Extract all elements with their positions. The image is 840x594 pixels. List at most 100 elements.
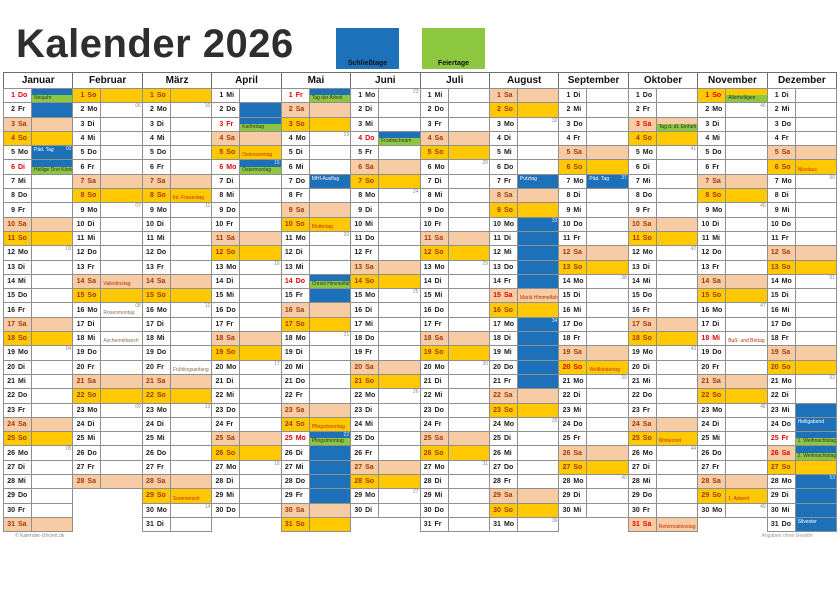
day-content-cell: Winterzeit: [657, 432, 697, 445]
day-content-cell: [449, 318, 489, 331]
day-number: 22: [354, 392, 363, 400]
weekday-label: Do: [295, 378, 306, 386]
day-row: 13 Fr: [72, 259, 143, 275]
day-number: 9: [497, 206, 501, 214]
day-content-cell: Heilige Drei Könige: [32, 160, 73, 174]
day-content-cell: [587, 332, 627, 345]
weekday-label: Do: [642, 192, 653, 200]
day-number: 24: [632, 420, 640, 428]
day-row: 13 Mo 16: [211, 259, 282, 275]
weekday-label: So: [365, 478, 375, 486]
day-number: 15: [215, 292, 224, 300]
day-content-cell: [171, 346, 211, 359]
day-row: 11 Mi: [141, 230, 213, 247]
weekday-label: Di: [156, 420, 164, 428]
week-number: 18: [274, 460, 280, 467]
weekday-label: Di: [642, 363, 650, 371]
day-row: 9 Mo 11: [141, 202, 213, 218]
day-content-cell: [379, 160, 419, 173]
day-label-cell: 6 So: [559, 160, 588, 174]
weekday-label: Mo: [503, 320, 515, 328]
day-label-cell: 24 Sa: [4, 417, 32, 432]
day-content-cell: [171, 289, 211, 302]
day-number: 4: [219, 135, 224, 143]
day-row: 27 Mo 18: [211, 459, 282, 476]
day-content-cell: [517, 374, 559, 389]
day-content-cell: [32, 118, 72, 131]
day-content-cell: [449, 89, 489, 102]
day-label-cell: 5 Mo: [629, 146, 657, 160]
day-number: 9: [288, 206, 293, 214]
weekday-label: Sa: [642, 120, 652, 128]
weekday-label: So: [642, 135, 652, 143]
copyright-link[interactable]: © Kalender-Uhrzeit.de: [15, 533, 65, 539]
day-content-cell: 13: [171, 404, 211, 417]
day-row: 14 Sa: [141, 273, 213, 290]
month-column: August 1 Sa 2 So 3 Mo 32 4 Di 5 Mi 6 Do 7 Fr Putztag 8 Sa 9…: [488, 72, 560, 533]
day-label-cell: 21 Mi: [4, 374, 32, 389]
week-number: 42: [690, 246, 697, 253]
day-number: 30: [215, 506, 224, 514]
day-content-cell: [726, 475, 766, 488]
weekday-label: So: [156, 92, 166, 100]
day-label-cell: 29 Sa: [490, 489, 518, 503]
weekday-label: Sa: [712, 177, 721, 185]
weekday-label: Di: [573, 192, 581, 200]
day-row: 4 Fr: [766, 130, 838, 147]
weekday-label: Mo: [226, 263, 237, 271]
day-row: 15 Mi: [419, 288, 490, 304]
day-label-cell: 30 Fr: [4, 503, 32, 517]
day-row: 26 Fr: [350, 445, 421, 461]
day-content-cell: [587, 146, 627, 159]
weekday-label: Fr: [642, 306, 650, 314]
day-label-cell: 7 Mi: [629, 174, 657, 189]
day-row: 7 Sa: [72, 173, 143, 190]
day-number: 16: [632, 306, 640, 314]
day-content-cell: [587, 160, 627, 173]
day-row: 3 Di: [697, 116, 768, 132]
day-number: 6: [635, 163, 640, 171]
day-row: 2 Sa: [280, 102, 352, 118]
day-content-cell: [517, 246, 559, 260]
holiday-label: Neujahr: [34, 95, 52, 102]
day-label-cell: 21 Di: [421, 374, 449, 389]
observance-label: Reformationstag: [658, 524, 696, 531]
day-row: 3 Di: [141, 116, 213, 132]
holiday-bar: Pfingstmontag: [309, 438, 351, 446]
day-content-cell: Nikolaus: [796, 160, 836, 173]
weekday-label: Mo: [295, 235, 306, 243]
day-content-cell: [449, 118, 489, 131]
day-number: 9: [635, 206, 640, 214]
day-label-cell: 14 Mi: [629, 274, 657, 289]
weekday-label: Di: [295, 149, 303, 157]
day-number: 27: [284, 463, 293, 471]
day-content-cell: Ostermontag 15: [240, 160, 281, 174]
day-content-cell: [171, 246, 211, 259]
weekday-label: Do: [573, 220, 583, 228]
day-content-cell: 34: [517, 317, 559, 332]
day-label-cell: 14 Di: [212, 274, 241, 289]
weekday-label: Mi: [156, 235, 165, 243]
day-label-cell: 15 So: [698, 289, 727, 303]
day-number: 4: [566, 135, 571, 143]
day-number: 2: [497, 106, 501, 114]
day-number: 1: [149, 92, 154, 100]
day-number: 13: [632, 263, 640, 271]
day-row: 16 Mi: [558, 302, 629, 318]
day-row: 14 Mi: [3, 273, 74, 290]
weekday-label: So: [295, 521, 305, 529]
weekday-label: Sa: [18, 320, 27, 328]
day-number: 12: [770, 249, 779, 257]
day-number: 21: [493, 378, 501, 386]
day-number: 30: [770, 506, 779, 514]
closure-label: MHI-Ausflug: [311, 175, 340, 182]
day-number: 11: [701, 235, 710, 243]
week-number: 50: [829, 174, 836, 181]
day-label-cell: 12 Mo: [629, 246, 657, 260]
day-label-cell: 21 Di: [212, 374, 241, 389]
day-label-cell: 28 Di: [212, 475, 241, 489]
day-content-cell: MHI-Ausflug: [309, 174, 351, 189]
weekday-label: Di: [712, 120, 720, 128]
day-row: 5 Mo Päd. Tag 02: [3, 145, 74, 161]
day-row: 10 Fr: [211, 216, 282, 232]
